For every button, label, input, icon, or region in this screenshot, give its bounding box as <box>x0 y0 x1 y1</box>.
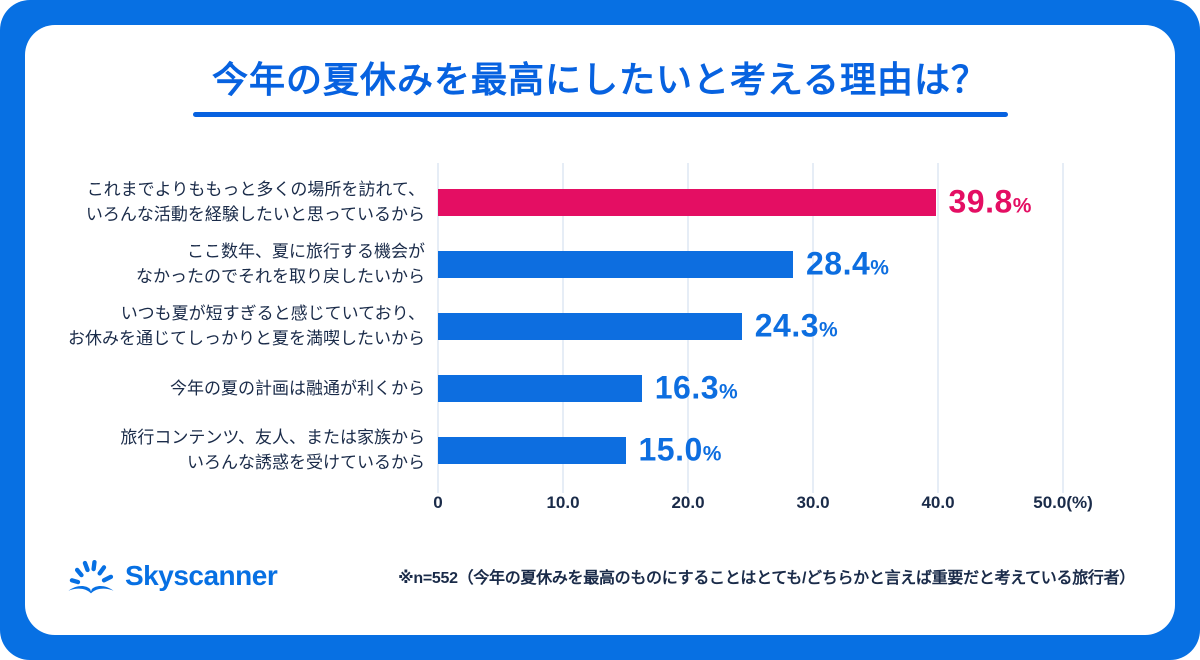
bar-segment: 15.0% <box>438 432 721 468</box>
x-axis-tick: 0 <box>433 493 443 512</box>
value-number: 28.4 <box>806 245 871 282</box>
skyscanner-wordmark: Skyscanner <box>125 560 278 591</box>
category-label: いつも夏が短すぎると感じていており、 お休みを通じてしっかりと夏を満喫したいから <box>25 301 438 351</box>
bar-segment: 16.3% <box>438 370 738 406</box>
bar-track: 16.3% <box>438 370 1063 406</box>
bar-segment: 24.3% <box>438 308 838 344</box>
value-number: 24.3 <box>754 307 820 344</box>
category-label-line: これまでよりももっと多くの場所を訪れて、 <box>86 180 425 199</box>
gridline-50 <box>1062 163 1064 493</box>
category-label-line: 旅行コンテンツ、友人、または家族から <box>120 428 425 447</box>
chart-card: 今年の夏休みを最高にしたいと考える理由は？ これまでよりももっと多くの場所を訪れ… <box>25 25 1175 635</box>
category-label: 旅行コンテンツ、友人、または家族から いろんな誘惑を受けているから <box>25 425 438 475</box>
skyscanner-logo: Skyscanner <box>65 555 278 597</box>
chart-row-2: ここ数年、夏に旅行する機会が なかったのでそれを取り戻したいから 28.4% <box>25 233 1175 295</box>
bar-track: 15.0% <box>438 432 1063 468</box>
gridline-30 <box>812 163 814 493</box>
value-unit: % <box>702 442 722 466</box>
category-label: 今年の夏の計画は融通が利くから <box>25 376 438 401</box>
chart-row-4: 今年の夏の計画は融通が利くから 16.3% <box>25 357 1175 419</box>
footer: Skyscanner ※n=552（今年の夏休みを最高のものにすることはとても/… <box>25 555 1175 597</box>
value-label: 15.0% <box>639 432 722 469</box>
x-axis-tick: 20.0 <box>671 493 705 512</box>
category-label-line: いつも夏が短すぎると感じていており、 <box>120 304 425 323</box>
x-axis: 0 10.0 20.0 30.0 40.0 50.0(%) <box>433 493 1093 519</box>
chart-row-1: これまでよりももっと多くの場所を訪れて、 いろんな活動を経験したいと思っているか… <box>25 171 1175 233</box>
bar-chart: これまでよりももっと多くの場所を訪れて、 いろんな活動を経験したいと思っているか… <box>25 163 1175 519</box>
bar-track: 28.4% <box>438 246 1063 282</box>
value-label: 24.3% <box>755 308 838 345</box>
value-label: 16.3% <box>655 370 738 407</box>
sample-size-note: ※n=552（今年の夏休みを最高のものにすることはとても/どちらかと言えば重要だ… <box>398 570 1135 587</box>
page-title: 今年の夏休みを最高にしたいと考える理由は？ <box>212 59 988 100</box>
bar-segment: 39.8% <box>438 184 1031 220</box>
value-label: 39.8% <box>949 184 1032 221</box>
category-label-line: なかったのでそれを取り戻したいから <box>136 267 425 286</box>
chart-row-5: 旅行コンテンツ、友人、または家族から いろんな誘惑を受けているから 15.0% <box>25 419 1175 481</box>
chart-rows: これまでよりももっと多くの場所を訪れて、 いろんな活動を経験したいと思っているか… <box>25 171 1175 481</box>
category-label-line: 今年の夏の計画は融通が利くから <box>170 378 425 398</box>
skyscanner-sunburst-icon <box>68 559 114 594</box>
x-axis-tick: 50.0(%) <box>1033 493 1093 512</box>
x-axis-tick: 30.0 <box>796 493 830 512</box>
bar-track: 24.3% <box>438 308 1063 344</box>
value-unit: % <box>870 256 889 280</box>
bar-segment: 28.4% <box>438 246 889 282</box>
title-underline <box>192 112 1008 117</box>
x-axis-tick: 40.0 <box>921 493 955 512</box>
value-number: 16.3 <box>654 369 720 406</box>
x-axis-tick: 10.0 <box>546 493 580 512</box>
category-label: これまでよりももっと多くの場所を訪れて、 いろんな活動を経験したいと思っているか… <box>25 177 438 227</box>
value-label: 28.4% <box>806 246 889 283</box>
category-label-line: ここ数年、夏に旅行する機会が <box>187 242 425 261</box>
value-unit: % <box>1012 194 1032 218</box>
value-number: 15.0 <box>638 431 703 468</box>
category-label-line: お休みを通じてしっかりと夏を満喫したいから <box>68 329 425 348</box>
value-unit: % <box>819 318 838 342</box>
chart-row-3: いつも夏が短すぎると感じていており、 お休みを通じてしっかりと夏を満喫したいから… <box>25 295 1175 357</box>
bar-track: 39.8% <box>438 184 1063 220</box>
value-unit: % <box>719 380 738 404</box>
value-number: 39.8 <box>948 183 1013 220</box>
category-label: ここ数年、夏に旅行する機会が なかったのでそれを取り戻したいから <box>25 239 438 289</box>
category-label-line: いろんな活動を経験したいと思っているから <box>85 205 425 224</box>
category-label-line: いろんな誘惑を受けているから <box>187 453 425 472</box>
gridline-40 <box>937 163 939 493</box>
